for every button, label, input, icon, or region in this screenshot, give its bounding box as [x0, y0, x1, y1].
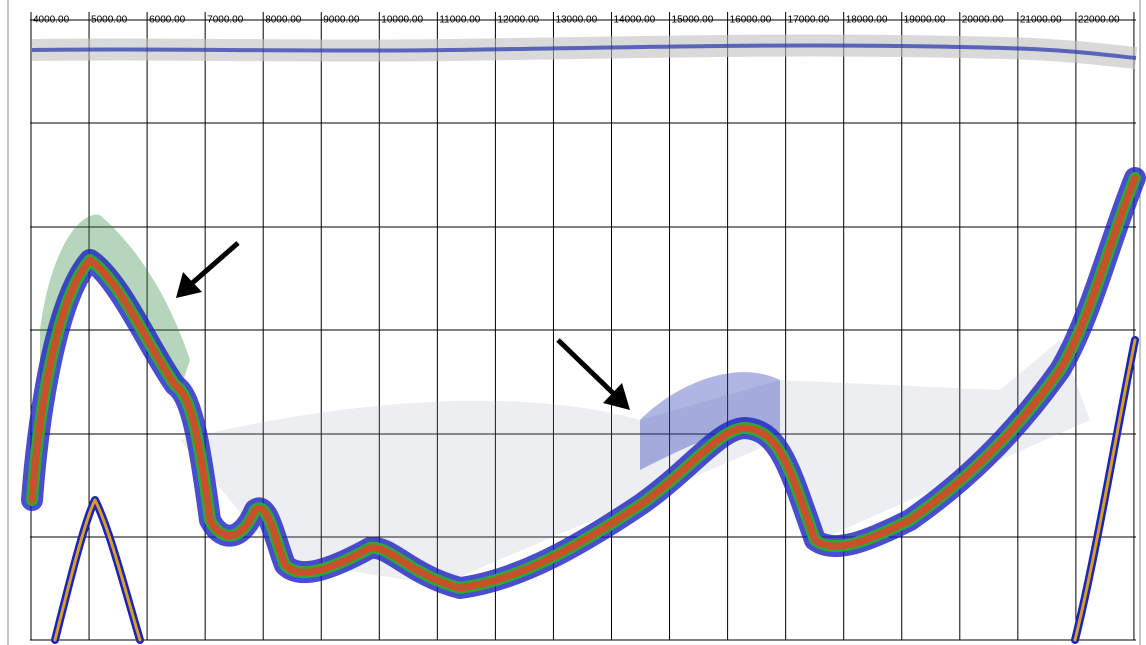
ping-label: 17000.00: [788, 15, 830, 26]
ping-label: 18000.00: [846, 15, 888, 26]
ping-label: 8000.00: [265, 15, 302, 26]
seabed-echo: [21, 167, 1146, 644]
ping-label: 11000.00: [439, 15, 480, 26]
ping-label: 20000.00: [962, 15, 1004, 26]
ping-label: 16000.00: [730, 15, 772, 26]
plume: [640, 372, 780, 470]
second-echo-core: [1073, 338, 1137, 642]
scatter-layer: [180, 340, 1090, 585]
ping-label: 14000.00: [614, 15, 656, 26]
surface-band: [31, 43, 1137, 60]
ping-label: 9000.00: [323, 15, 360, 26]
ping-label: 19000.00: [904, 15, 946, 26]
ping-label: 21000.00: [1020, 15, 1062, 26]
ping-label: 4000.00: [33, 15, 70, 26]
ping-label: 6000.00: [149, 15, 186, 26]
ping-label: 10000.00: [381, 15, 423, 26]
arrow-shaft: [556, 338, 617, 397]
second-echo-core: [53, 498, 142, 642]
arrow-head: [176, 272, 202, 298]
ping-labels: 4000.00 5000.00 6000.00 7000.00 8000.00 9000.…: [33, 15, 1120, 26]
arrow-shaft: [188, 241, 240, 287]
ping-label: 12000.00: [497, 15, 539, 26]
ping-label: 5000.00: [91, 15, 128, 26]
ping-label: 15000.00: [672, 15, 714, 26]
echo-core: [28, 174, 1139, 592]
ping-label: 22000.00: [1078, 15, 1120, 26]
annotation-arrows: [176, 241, 630, 410]
ping-label: 13000.00: [555, 15, 597, 26]
arrow-head: [603, 383, 630, 410]
ping-label: 7000.00: [207, 15, 244, 26]
